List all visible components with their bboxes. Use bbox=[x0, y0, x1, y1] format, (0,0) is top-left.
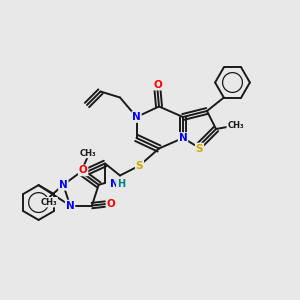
Text: N: N bbox=[132, 112, 141, 122]
Text: S: S bbox=[196, 143, 203, 154]
Text: N: N bbox=[66, 200, 74, 211]
Text: N: N bbox=[110, 178, 118, 189]
Text: O: O bbox=[79, 165, 88, 176]
Text: CH₃: CH₃ bbox=[227, 122, 244, 130]
Text: CH₃: CH₃ bbox=[40, 198, 57, 207]
Text: O: O bbox=[106, 199, 115, 209]
Text: N: N bbox=[178, 133, 188, 143]
Text: CH₃: CH₃ bbox=[79, 148, 96, 158]
Text: S: S bbox=[136, 160, 143, 171]
Text: H: H bbox=[117, 178, 125, 189]
Text: O: O bbox=[153, 80, 162, 90]
Text: N: N bbox=[59, 180, 68, 190]
